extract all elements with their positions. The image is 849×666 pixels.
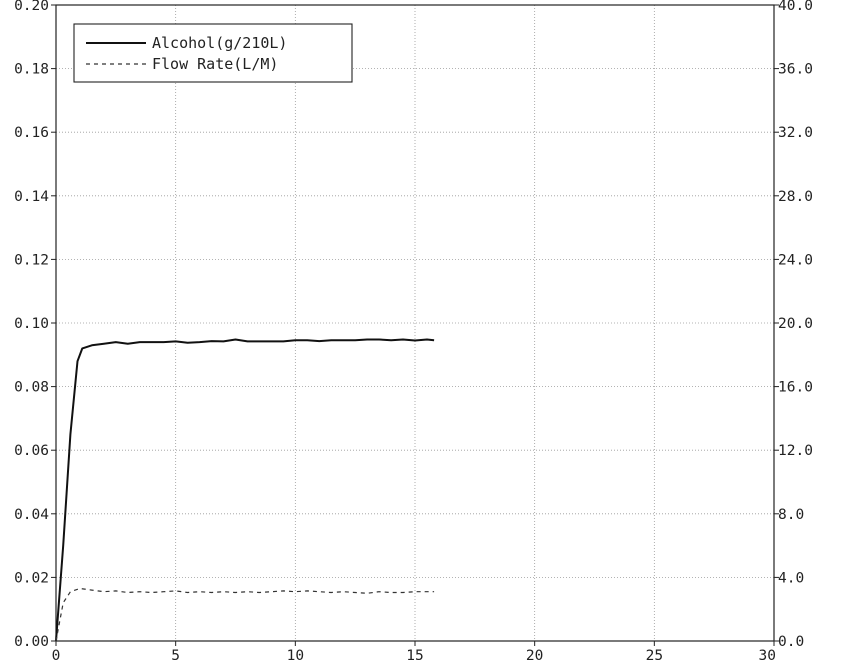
left-axis-ticks: 0.00 0.02 0.04 0.06 0.08 0.10 0.12 0.14 0.16 0.18… xyxy=(14,0,56,650)
left-tick-label-2: 0.04 xyxy=(14,507,49,523)
x-tick-label-1: 5 xyxy=(171,648,180,664)
x-tick-label-4: 20 xyxy=(526,648,543,664)
left-tick-label-10: 0.20 xyxy=(14,0,49,14)
left-tick-label-9: 0.18 xyxy=(14,62,49,78)
right-tick-label-4: 16.0 xyxy=(778,380,813,396)
right-tick-label-0: 0.0 xyxy=(778,634,804,650)
series-line-flow-rate xyxy=(55,587,435,642)
right-tick-label-2: 8.0 xyxy=(778,507,804,523)
x-tick-label-0: 0 xyxy=(52,648,61,664)
grid xyxy=(56,5,774,641)
left-tick-label-7: 0.14 xyxy=(14,189,49,205)
x-tick-label-2: 10 xyxy=(287,648,304,664)
legend-box xyxy=(73,23,353,83)
legend: Alcohol(g/210L) Flow Rate(L/M) xyxy=(73,23,353,83)
legend-label-flow-rate: Flow Rate(L/M) xyxy=(152,55,278,73)
right-tick-label-10: 40.0 xyxy=(778,0,813,14)
left-tick-label-1: 0.02 xyxy=(14,570,49,586)
legend-label-alcohol: Alcohol(g/210L) xyxy=(152,34,287,52)
x-tick-label-3: 15 xyxy=(406,648,423,664)
x-tick-label-6: 30 xyxy=(759,648,776,664)
left-tick-label-5: 0.10 xyxy=(14,316,49,332)
right-tick-label-6: 24.0 xyxy=(778,252,813,268)
right-tick-label-8: 32.0 xyxy=(778,125,813,141)
right-tick-label-1: 4.0 xyxy=(778,570,804,586)
left-tick-label-4: 0.08 xyxy=(14,380,49,396)
x-tick-label-5: 25 xyxy=(646,648,663,664)
left-tick-label-6: 0.12 xyxy=(14,252,49,268)
x-axis-ticks: 0 5 10 15 20 25 30 xyxy=(52,641,776,664)
series-line-alcohol xyxy=(55,338,435,642)
right-tick-label-7: 28.0 xyxy=(778,189,813,205)
right-tick-label-9: 36.0 xyxy=(778,62,813,78)
right-tick-label-3: 12.0 xyxy=(778,443,813,459)
series-group xyxy=(55,338,435,642)
right-axis-ticks: 0.0 4.0 8.0 12.0 16.0 20.0 24.0 28.0 32.0 36.0 40.… xyxy=(774,0,813,650)
left-tick-label-8: 0.16 xyxy=(14,125,49,141)
right-tick-label-5: 20.0 xyxy=(778,316,813,332)
left-tick-label-0: 0.00 xyxy=(14,634,49,650)
left-tick-label-3: 0.06 xyxy=(14,443,49,459)
